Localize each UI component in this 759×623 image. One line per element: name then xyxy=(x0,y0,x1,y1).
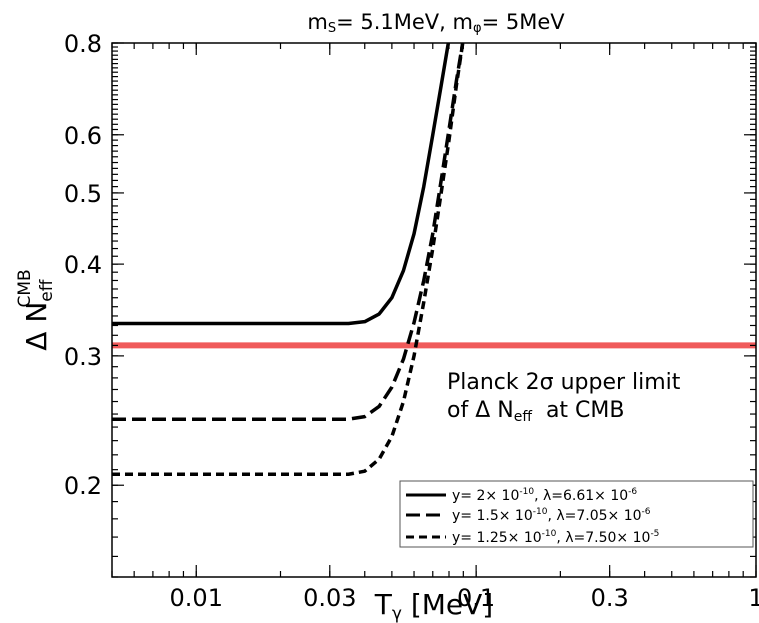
x-axis-title: Tγ [MeV] xyxy=(374,588,493,623)
axes-frame xyxy=(111,42,757,578)
y-tick-label: 0.2 xyxy=(64,472,102,500)
y-tick-label: 0.6 xyxy=(64,122,102,150)
series-line-1 xyxy=(112,43,451,326)
y-tick-label: 0.3 xyxy=(64,343,102,371)
y-tick-label: 0.4 xyxy=(64,251,102,279)
chart-title: mS= 5.1MeV, mφ= 5MeV xyxy=(307,10,565,36)
y-tick-label: 0.5 xyxy=(64,180,102,208)
series-group xyxy=(112,43,465,477)
planck-annotation-line2: of Δ Neff at CMB xyxy=(447,398,625,425)
x-tick-label: 0.03 xyxy=(303,584,356,612)
x-tick-label: 1 xyxy=(748,584,759,612)
y-tick-label: 0.8 xyxy=(64,30,102,58)
legend-entry-3: y= 1.25× 10-10, λ=7.50× 10-5 xyxy=(452,529,659,546)
tick-labels: 0.01 0.03 0.1 0.3 1 0.2 0.3 0.4 0.5 0.6 0.8 xyxy=(64,30,759,612)
legend-entry-1: y= 2× 10-10, λ=6.61× 10-6 xyxy=(452,487,637,504)
legend: y= 2× 10-10, λ=6.61× 10-6 y= 1.5× 10-10,… xyxy=(399,480,754,548)
plot-area xyxy=(112,43,756,477)
x-tick-label: 0.01 xyxy=(170,584,223,612)
x-tick-label: 0.3 xyxy=(591,584,629,612)
planck-annotation-line1: Planck 2σ upper limit xyxy=(447,370,681,395)
tick-marks xyxy=(111,42,757,578)
x-tick-label: 0.1 xyxy=(457,584,495,612)
y-axis-title: Δ NeffCMB xyxy=(15,269,57,350)
legend-box xyxy=(399,480,754,548)
series-line-3 xyxy=(112,43,465,477)
series-line-2 xyxy=(112,43,465,421)
legend-entry-2: y= 1.5× 10-10, λ=7.05× 10-6 xyxy=(452,507,651,524)
